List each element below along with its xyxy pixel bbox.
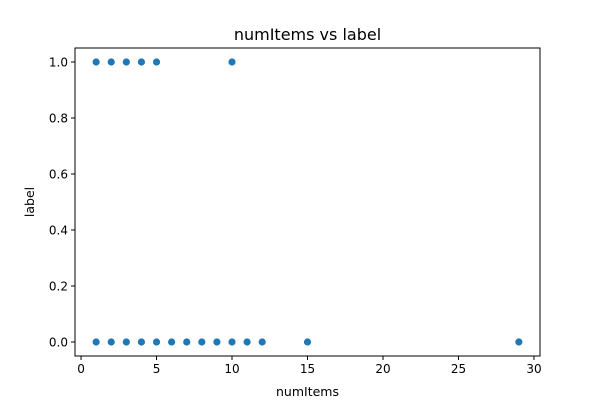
data-point bbox=[107, 338, 115, 346]
y-tick-label: 0.4 bbox=[49, 224, 68, 238]
data-point bbox=[228, 58, 236, 66]
data-point bbox=[92, 338, 100, 346]
y-tick-label: 0.8 bbox=[49, 112, 68, 126]
data-point bbox=[137, 338, 146, 346]
y-tick-label: 1.0 bbox=[49, 56, 68, 70]
data-point bbox=[213, 338, 221, 346]
x-tick-label: 0 bbox=[77, 362, 85, 376]
data-point bbox=[107, 58, 115, 66]
data-point bbox=[122, 338, 130, 346]
y-tick-label: 0.6 bbox=[49, 168, 68, 182]
data-point bbox=[303, 338, 312, 346]
chart-title: numItems vs label bbox=[234, 25, 381, 44]
x-tick-label: 25 bbox=[451, 362, 466, 376]
data-point bbox=[243, 338, 251, 346]
x-tick-label: 10 bbox=[224, 362, 239, 376]
y-tick-label: 0.2 bbox=[49, 280, 68, 294]
x-tick-label: 30 bbox=[526, 362, 541, 376]
data-point bbox=[122, 58, 130, 66]
data-point bbox=[137, 58, 146, 66]
x-axis-label: numItems bbox=[276, 384, 339, 399]
data-point bbox=[515, 338, 523, 346]
data-point bbox=[152, 338, 161, 346]
y-tick-label: 0.0 bbox=[49, 336, 68, 350]
x-tick-label: 15 bbox=[300, 362, 315, 376]
data-point bbox=[92, 58, 100, 66]
data-points bbox=[92, 58, 523, 346]
x-axis-ticks: 0 5 10 15 20 25 30 bbox=[77, 356, 542, 376]
y-axis-label: label bbox=[22, 187, 37, 217]
plot-frame bbox=[74, 47, 541, 357]
data-point bbox=[183, 338, 191, 346]
y-axis-ticks: 0.0 0.2 0.4 0.6 0.8 1.0 bbox=[49, 56, 75, 350]
x-tick-label: 20 bbox=[375, 362, 390, 376]
x-tick-label: 5 bbox=[153, 362, 161, 376]
data-point bbox=[198, 338, 206, 346]
data-point bbox=[152, 58, 161, 66]
data-point bbox=[168, 338, 176, 346]
data-point bbox=[258, 338, 266, 346]
data-point bbox=[228, 338, 236, 346]
